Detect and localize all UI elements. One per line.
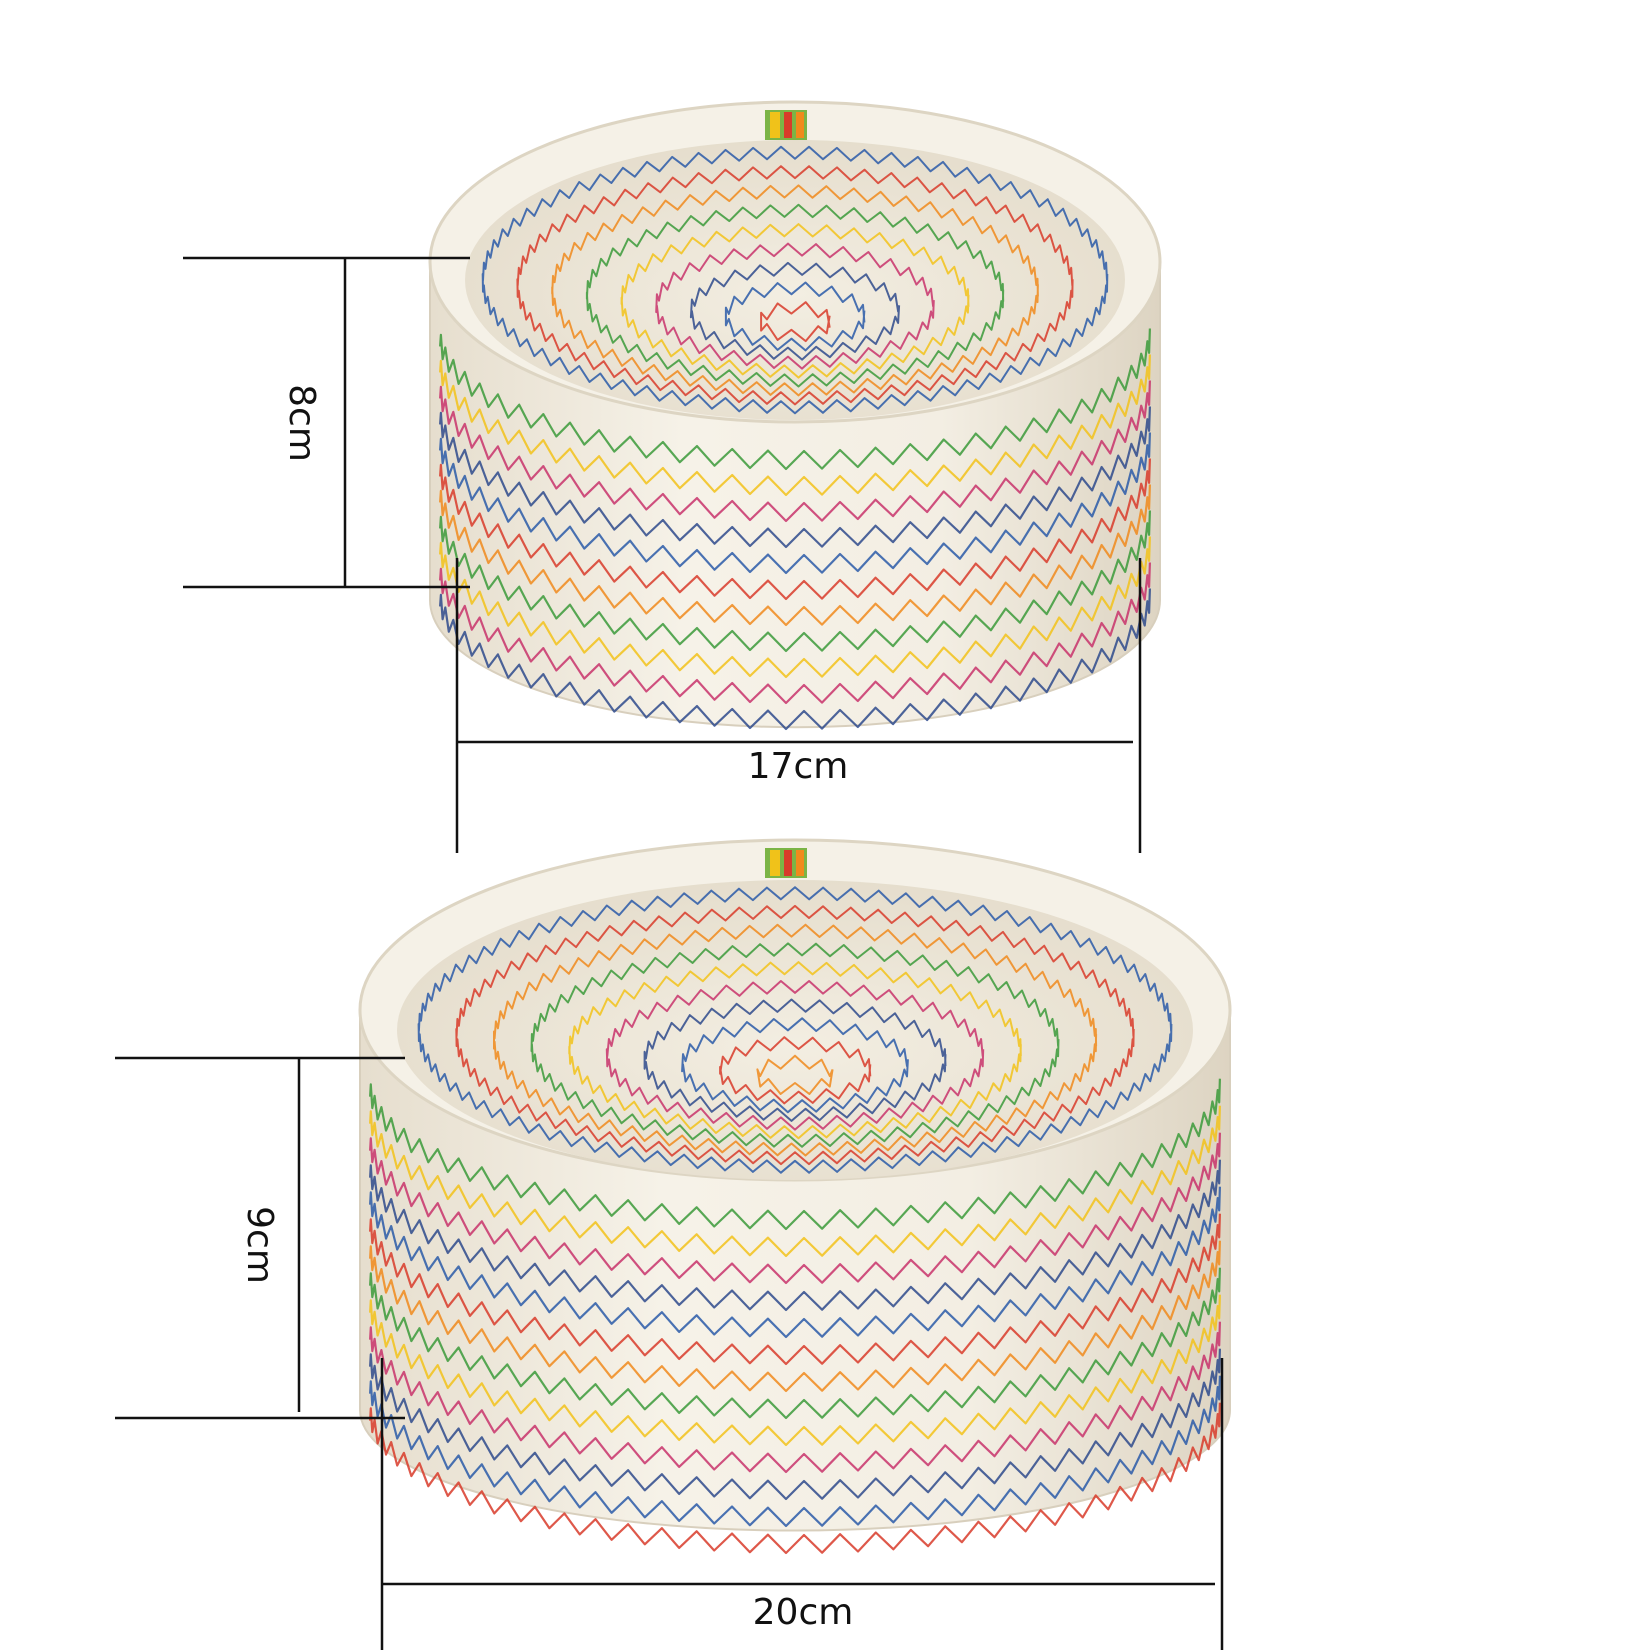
stitch-row: [369, 1105, 1221, 1258]
stitch-row: [439, 458, 1151, 601]
stitch-row: [369, 1348, 1221, 1501]
dimension-lines-small: [183, 256, 1142, 853]
basket-large-wall-stitching: [369, 1078, 1221, 1555]
stitch-row: [719, 1036, 872, 1105]
stitch-row: [439, 380, 1151, 523]
stitch-row: [439, 562, 1151, 705]
stitch-row: [439, 328, 1151, 471]
stitch-row: [369, 1078, 1221, 1231]
stitch-row: [369, 1240, 1221, 1393]
stitch-row: [369, 1321, 1221, 1474]
stitch-row: [369, 1402, 1221, 1555]
stitch-row: [516, 165, 1074, 406]
stitch-row: [439, 406, 1151, 549]
basket-large-inner-stitching: [417, 886, 1173, 1174]
stitch-row: [756, 1054, 834, 1095]
stitch-row: [681, 1017, 909, 1114]
stitch-row: [439, 432, 1151, 575]
stitch-row: [605, 980, 985, 1131]
basket-large: [358, 838, 1232, 1555]
basket-small: [428, 100, 1162, 731]
stitch-row: [439, 510, 1151, 653]
stitch-row: [369, 1159, 1221, 1312]
dimension-lines-large: [115, 1056, 1224, 1650]
basket-small-inner-stitching: [481, 145, 1109, 415]
stitch-row: [655, 242, 935, 370]
stitch-row: [530, 942, 1060, 1148]
large-diameter-label: 20cm: [753, 1592, 854, 1633]
large-height-label: 9cm: [239, 1206, 280, 1284]
basket-small-inner: [465, 140, 1125, 420]
seam-tag-stripe: [796, 112, 804, 138]
small-height-label: 8cm: [281, 384, 322, 462]
basket-small-wall-stitching: [439, 328, 1151, 731]
stitch-row: [493, 923, 1098, 1157]
stitch-row: [369, 1267, 1221, 1420]
stitch-row: [369, 1132, 1221, 1285]
stitch-row: [568, 961, 1022, 1140]
seam-tag-stripe: [796, 850, 804, 876]
stitch-row: [439, 484, 1151, 627]
small-diameter-label: 17cm: [748, 746, 849, 787]
seam-tag-stripe: [770, 112, 780, 138]
stitch-row: [455, 904, 1135, 1166]
stitch-row: [417, 886, 1173, 1174]
stitch-row: [689, 261, 901, 361]
stitch-row: [439, 588, 1151, 731]
stitch-row: [439, 354, 1151, 497]
stitch-row: [369, 1375, 1221, 1528]
stitch-row: [620, 223, 970, 379]
stitch-row: [439, 536, 1151, 679]
stitch-row: [643, 998, 947, 1122]
stitch-row: [481, 145, 1109, 415]
seam-tag-stripe: [770, 850, 780, 876]
stitch-row: [585, 203, 1005, 388]
stitch-row: [369, 1186, 1221, 1339]
seam-tag-stripe: [784, 850, 792, 876]
stitch-row: [369, 1213, 1221, 1366]
stitch-row: [369, 1294, 1221, 1447]
stitch-row: [724, 281, 866, 352]
seam-tag-stripe: [784, 112, 792, 138]
stitch-row: [551, 184, 1039, 397]
stitch-row: [760, 301, 831, 343]
